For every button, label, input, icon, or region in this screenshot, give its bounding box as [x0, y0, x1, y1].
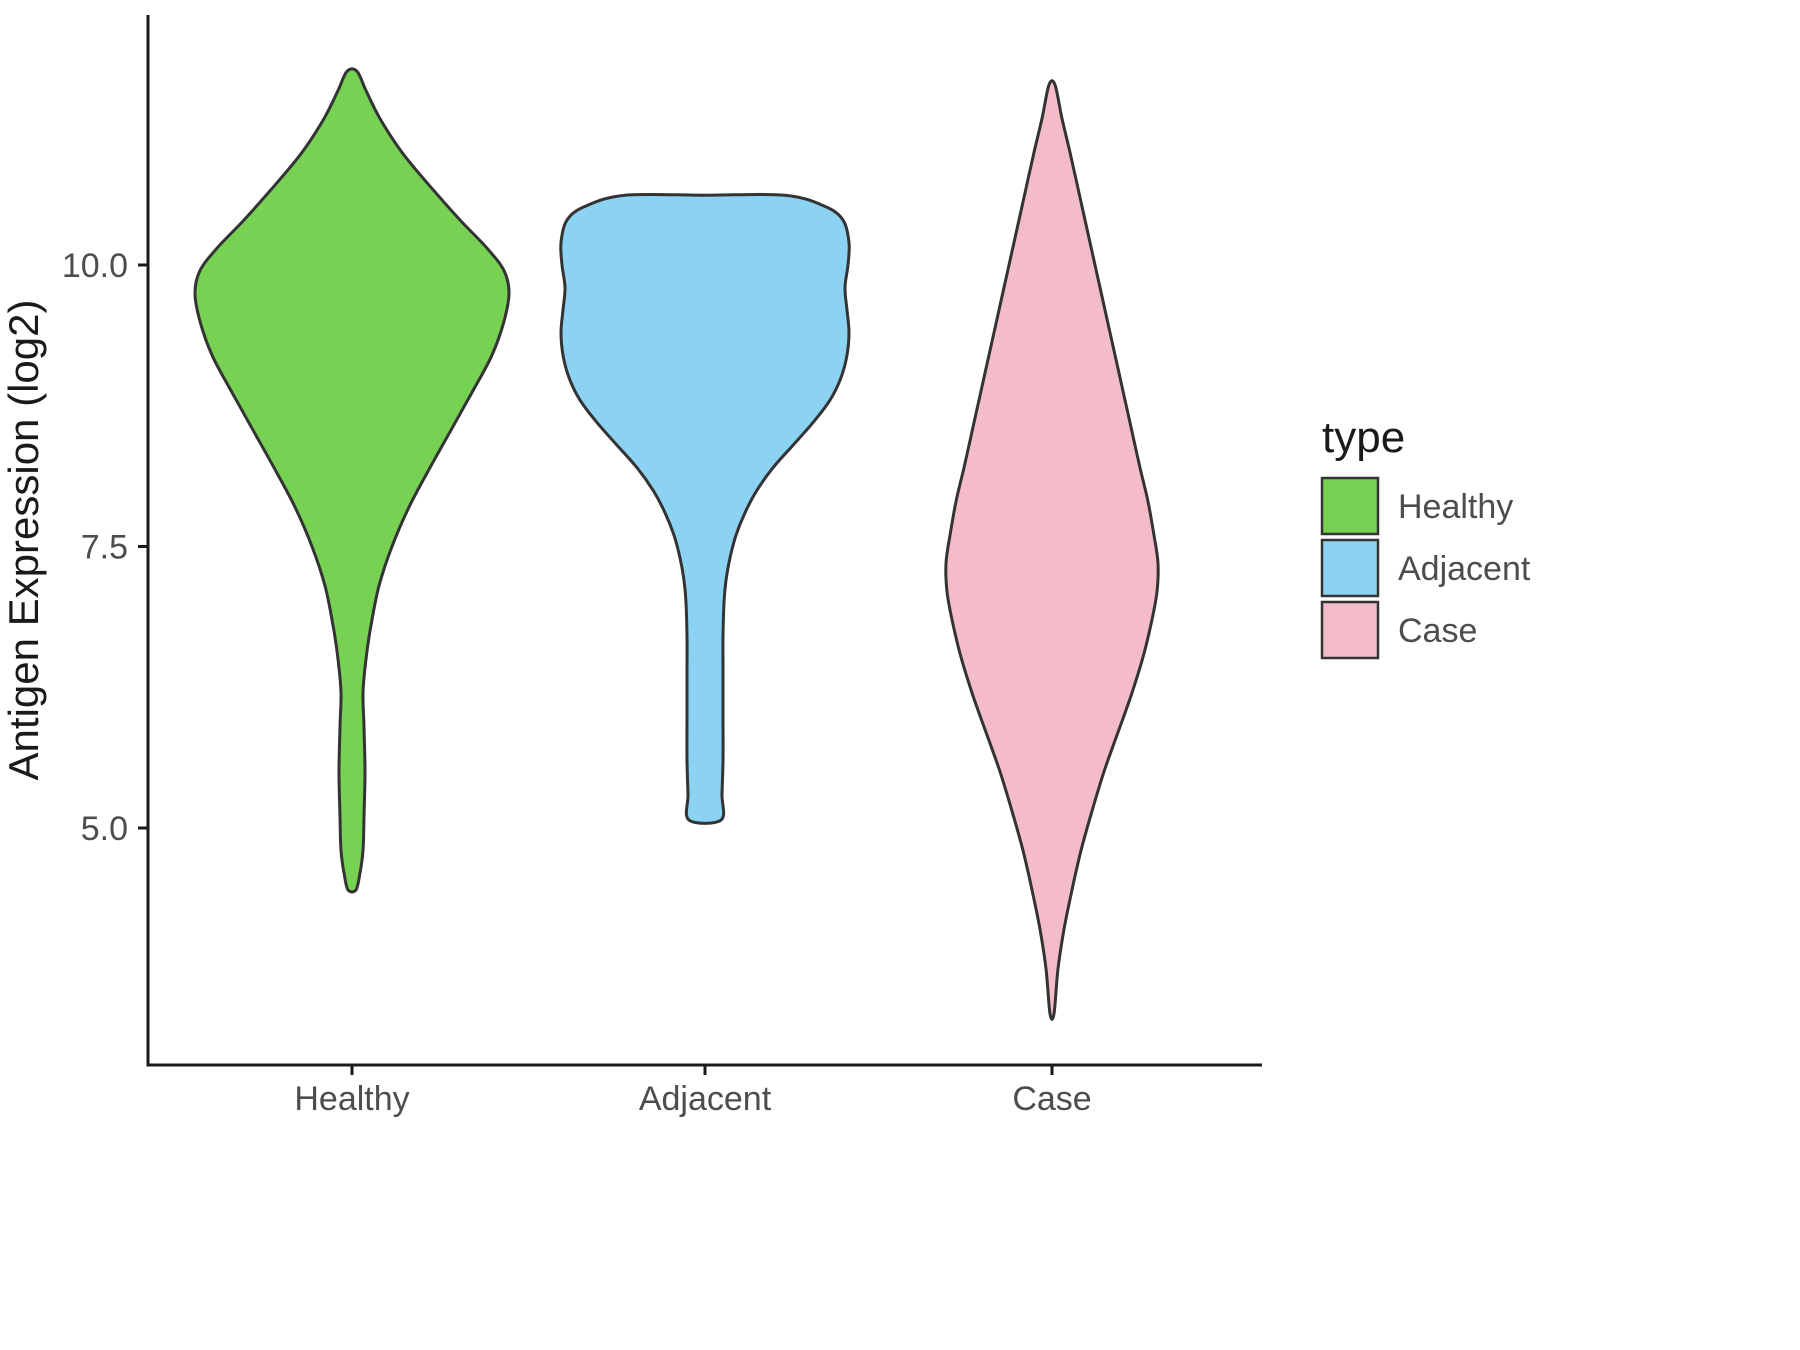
y-axis-ticks: 10.0 7.5 5.0 — [62, 247, 148, 848]
violin-healthy — [193, 67, 511, 894]
legend-label-healthy: Healthy — [1398, 488, 1513, 526]
legend-key-healthy — [1320, 476, 1380, 536]
y-tick-label: 5.0 — [81, 810, 128, 848]
y-tick-label: 10.0 — [62, 247, 128, 285]
legend-key-adjacent — [1320, 538, 1380, 598]
y-tick-label: 7.5 — [81, 529, 128, 567]
violin-case — [944, 79, 1160, 1021]
legend-label-case: Case — [1398, 612, 1477, 650]
y-axis-title: Antigen Expression (log2) — [0, 300, 47, 781]
legend-label-adjacent: Adjacent — [1398, 550, 1531, 588]
legend-title: type — [1322, 413, 1405, 462]
x-tick-label-case: Case — [1012, 1080, 1091, 1118]
x-tick-label-adjacent: Adjacent — [639, 1080, 772, 1118]
violin-adjacent — [559, 192, 851, 825]
x-tick-label-healthy: Healthy — [294, 1080, 409, 1118]
x-axis-ticks: Healthy Adjacent Case — [294, 1065, 1092, 1118]
legend: type Healthy Adjacent Case — [1320, 413, 1531, 660]
violin-series-group — [193, 67, 1160, 1021]
legend-items: Healthy Adjacent Case — [1320, 476, 1531, 660]
legend-key-case — [1320, 600, 1380, 660]
